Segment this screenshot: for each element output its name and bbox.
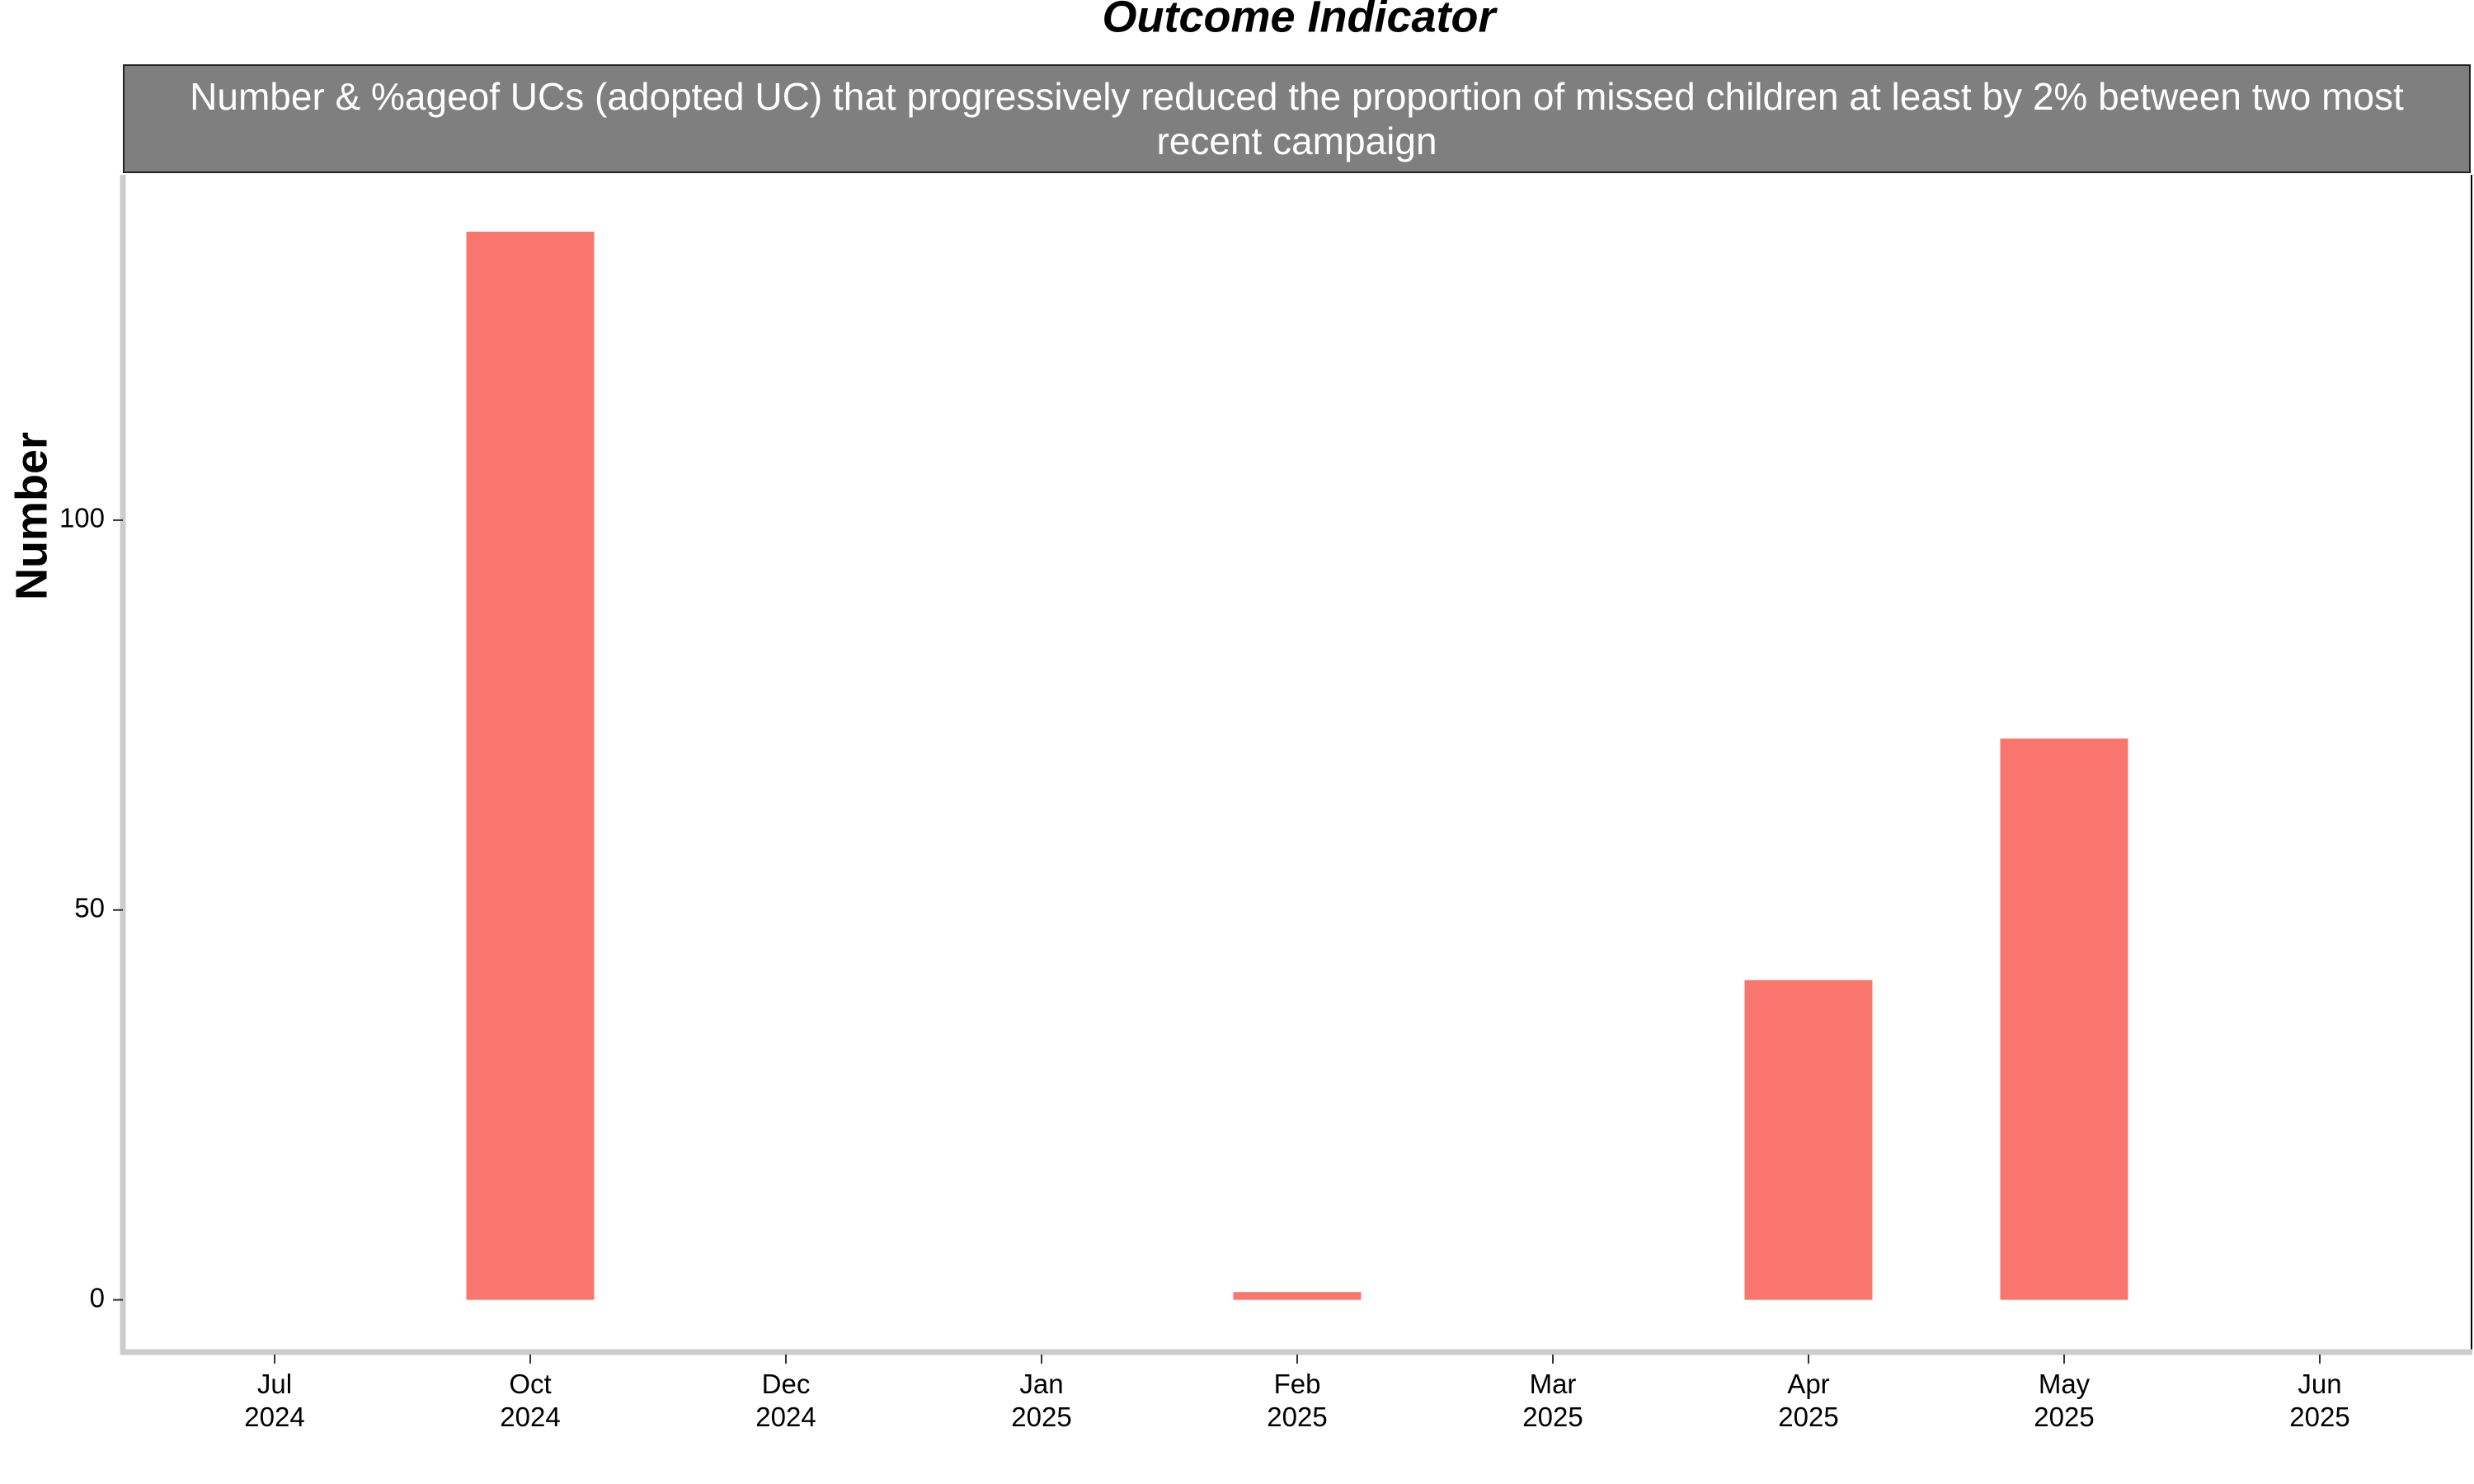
x-tick-label: Feb 2025 bbox=[1267, 1369, 1327, 1432]
x-tick-label: Jun 2025 bbox=[2289, 1369, 2349, 1432]
x-tick-label: Oct 2024 bbox=[500, 1369, 560, 1432]
x-tick-label: Jul 2024 bbox=[244, 1369, 304, 1432]
bar bbox=[2000, 738, 2128, 1300]
chart-title: Outcome Indicator bbox=[1102, 0, 1498, 41]
y-tick-label: 50 bbox=[74, 893, 105, 923]
bar bbox=[1233, 1292, 1362, 1300]
x-tick-label: Apr 2025 bbox=[1778, 1369, 1838, 1432]
subtitle-banner: Number & %ageof UCs (adopted UC) that pr… bbox=[123, 64, 2471, 173]
x-tick-label: May 2025 bbox=[2034, 1369, 2094, 1432]
y-tick-label: 0 bbox=[90, 1282, 105, 1313]
bar bbox=[1744, 979, 1873, 1300]
bar bbox=[466, 232, 595, 1300]
y-tick-label: 100 bbox=[59, 503, 105, 533]
y-axis-label: Number bbox=[7, 432, 56, 600]
x-tick-label: Dec 2024 bbox=[755, 1369, 816, 1432]
x-tick-label: Mar 2025 bbox=[1522, 1369, 1583, 1432]
x-tick-label: Jan 2025 bbox=[1011, 1369, 1071, 1432]
